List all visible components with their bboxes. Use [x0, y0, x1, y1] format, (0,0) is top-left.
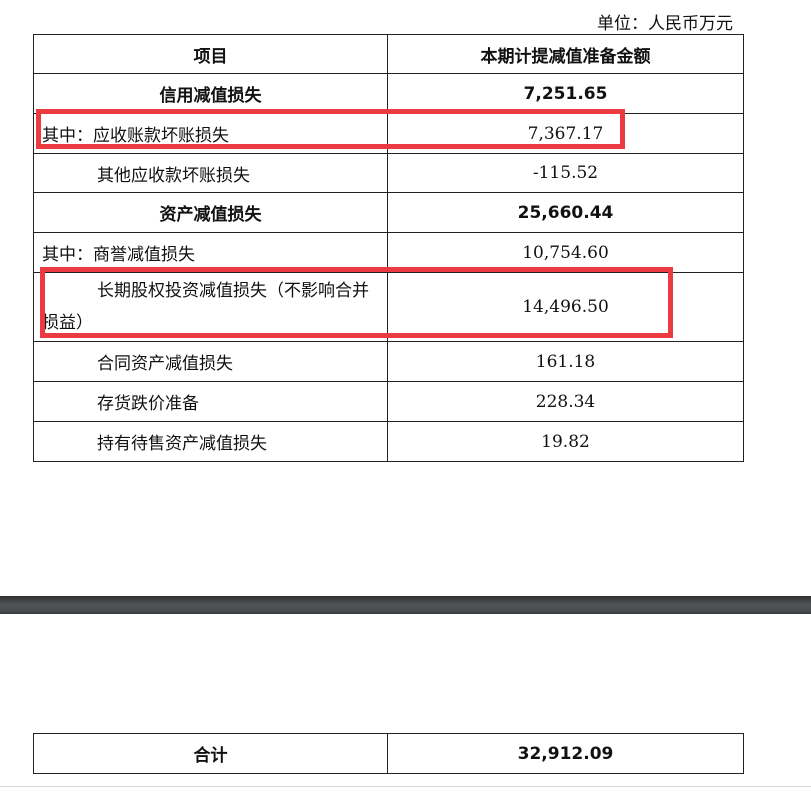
row-label: 信用减值损失	[33, 73, 388, 114]
row-value: 25,660.44	[387, 192, 744, 233]
row-value: 161.18	[387, 341, 744, 382]
row-label: 资产减值损失	[33, 192, 388, 233]
row-label-line1: 长期股权投资减值损失（不影响合并	[97, 281, 369, 301]
divider	[0, 786, 811, 787]
row-value: -115.52	[387, 153, 744, 193]
table-row: 其他应收款坏账损失 -115.52	[33, 153, 744, 193]
row-label: 长期股权投资减值损失（不影响合并 损益）	[33, 272, 388, 342]
row-label-line2: 损益）	[42, 313, 93, 333]
table-row: 资产减值损失 25,660.44	[33, 192, 744, 233]
highlight-box	[36, 109, 625, 149]
row-label: 持有待售资产减值损失	[33, 421, 388, 462]
highlight-box	[40, 267, 673, 338]
total-table: 合计 32,912.09	[33, 733, 744, 774]
row-label: 合同资产减值损失	[33, 341, 388, 382]
table-row: 信用减值损失 7,251.65	[33, 73, 744, 114]
unit-label: 单位：人民币万元	[597, 14, 733, 34]
total-value: 32,912.09	[387, 733, 744, 774]
table-row: 存货跌价准备 228.34	[33, 381, 744, 422]
header-item: 项目	[33, 34, 388, 74]
impairment-table: 项目 本期计提减值准备金额 信用减值损失 7,251.65 其中：应收账款坏账损…	[33, 34, 744, 462]
row-value: 228.34	[387, 381, 744, 422]
header-amount: 本期计提减值准备金额	[387, 34, 744, 74]
page-separator	[0, 596, 811, 614]
table-row: 合同资产减值损失 161.18	[33, 341, 744, 382]
row-value: 19.82	[387, 421, 744, 462]
row-value: 7,251.65	[387, 73, 744, 114]
table-row: 其中：商誉减值损失 10,754.60	[33, 232, 744, 273]
total-label: 合计	[33, 733, 388, 774]
row-label: 存货跌价准备	[33, 381, 388, 422]
row-label: 其他应收款坏账损失	[33, 153, 388, 193]
table-header: 项目 本期计提减值准备金额	[33, 34, 744, 74]
total-row: 合计 32,912.09	[33, 733, 744, 774]
table-row: 长期股权投资减值损失（不影响合并 损益） 14,496.50	[33, 272, 744, 342]
table-row: 持有待售资产减值损失 19.82	[33, 421, 744, 462]
row-value: 10,754.60	[387, 232, 744, 273]
